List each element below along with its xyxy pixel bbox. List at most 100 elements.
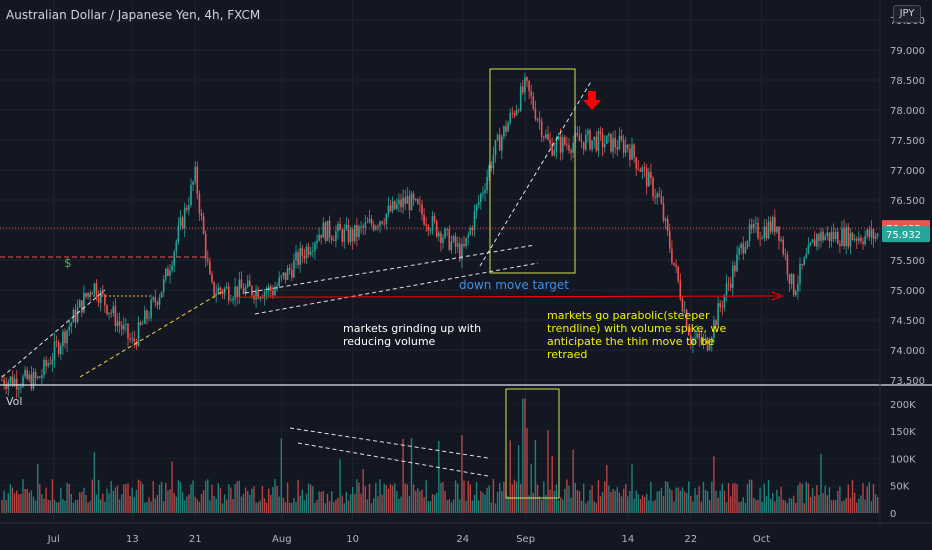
volume-bar: [127, 483, 129, 513]
candle-body: [860, 237, 862, 242]
candle-body: [828, 232, 831, 241]
volume-bar: [709, 500, 711, 513]
volume-bar: [576, 489, 579, 513]
volume-bar: [207, 479, 209, 513]
volume-bar: [326, 493, 329, 513]
volume-bar: [853, 492, 856, 513]
volume-bar: [121, 494, 123, 513]
candle-body: [683, 309, 686, 312]
volume-bar: [501, 491, 503, 513]
volume-bar: [538, 496, 541, 513]
candle-body: [467, 234, 469, 238]
volume-bar: [849, 498, 852, 513]
volume-bar: [856, 502, 858, 513]
volume-bar: [793, 495, 795, 513]
volume-bar: [249, 494, 251, 513]
candle-body: [606, 135, 608, 144]
volume-bar: [499, 482, 501, 513]
candle-body: [643, 167, 646, 169]
volume-bar: [106, 488, 108, 513]
volume-bar: [156, 494, 159, 513]
candle-body: [597, 131, 600, 151]
candle-body: [198, 193, 201, 214]
candle-body: [675, 264, 677, 267]
volume-bar: [679, 490, 681, 513]
volume-bar: [612, 489, 614, 513]
candle-body: [177, 225, 180, 242]
candle-body: [30, 374, 33, 389]
candle-body: [57, 342, 60, 354]
candle-body: [43, 359, 45, 376]
volume-bar: [860, 495, 862, 513]
volume-bar: [505, 493, 507, 513]
volume-bar: [517, 445, 520, 513]
volume-bar: [116, 485, 119, 513]
volume-bar: [488, 485, 490, 513]
candle-body: [70, 322, 73, 327]
volume-spike-box[interactable]: [505, 388, 560, 499]
volume-bar: [297, 479, 299, 513]
volume-bar: [738, 502, 740, 513]
time-tick-label: Oct: [753, 534, 770, 545]
candle-body: [475, 204, 478, 212]
candle-body: [391, 201, 394, 212]
candle-body: [110, 312, 112, 314]
candle-body: [578, 135, 581, 142]
candle-body: [211, 274, 213, 282]
candle-body: [662, 203, 665, 221]
volume-bar: [152, 480, 154, 513]
candle-body: [49, 363, 52, 365]
candle-body: [375, 226, 377, 230]
currency-badge[interactable]: JPY: [893, 5, 921, 23]
volume-bar: [845, 498, 847, 513]
candle-body: [139, 322, 142, 325]
candle-body: [39, 376, 41, 378]
candle-body: [152, 297, 154, 300]
volume-bar: [307, 483, 310, 513]
parabolic-box[interactable]: [489, 68, 576, 274]
volume-bar: [509, 440, 511, 513]
candle-body: [13, 378, 16, 386]
candle-body: [389, 205, 392, 212]
volume-bar: [580, 500, 583, 513]
candle-body: [251, 286, 253, 296]
candle-body: [582, 141, 585, 150]
volume-bar: [226, 499, 228, 513]
candle-body: [757, 223, 759, 238]
volume-bar: [274, 479, 276, 513]
candle-body: [704, 338, 707, 339]
candle-body: [41, 375, 43, 378]
candle-body: [648, 171, 650, 187]
candle-body: [576, 132, 579, 136]
volume-bar: [123, 484, 125, 513]
volume-bar: [587, 500, 589, 513]
candle-body: [532, 96, 535, 109]
volume-bar: [144, 502, 146, 513]
candle-body: [513, 113, 516, 116]
volume-bar: [675, 487, 677, 513]
volume-bar: [68, 483, 70, 513]
time-tick-label: 21: [189, 534, 202, 545]
volume-bar: [717, 497, 719, 513]
volume-bar: [769, 498, 772, 513]
candle-body: [654, 196, 656, 198]
candle-body: [769, 221, 772, 232]
candle-body: [792, 274, 795, 296]
candle-body: [341, 230, 343, 242]
price-tick-label: 77.000: [890, 166, 925, 177]
time-tick-label: 10: [346, 534, 359, 545]
volume-bar: [436, 492, 438, 513]
candle-body: [404, 197, 406, 204]
target-annotation: down move target: [459, 278, 570, 292]
volume-bar: [232, 499, 234, 513]
candle-body: [53, 341, 56, 360]
volume-bar: [89, 501, 91, 513]
volume-bar: [732, 483, 734, 513]
volume-bar: [715, 490, 717, 513]
volume-bar: [805, 482, 807, 513]
candle-body: [818, 234, 820, 241]
candle-body: [534, 108, 537, 120]
candle-body: [627, 144, 629, 149]
candle-body: [656, 193, 658, 198]
